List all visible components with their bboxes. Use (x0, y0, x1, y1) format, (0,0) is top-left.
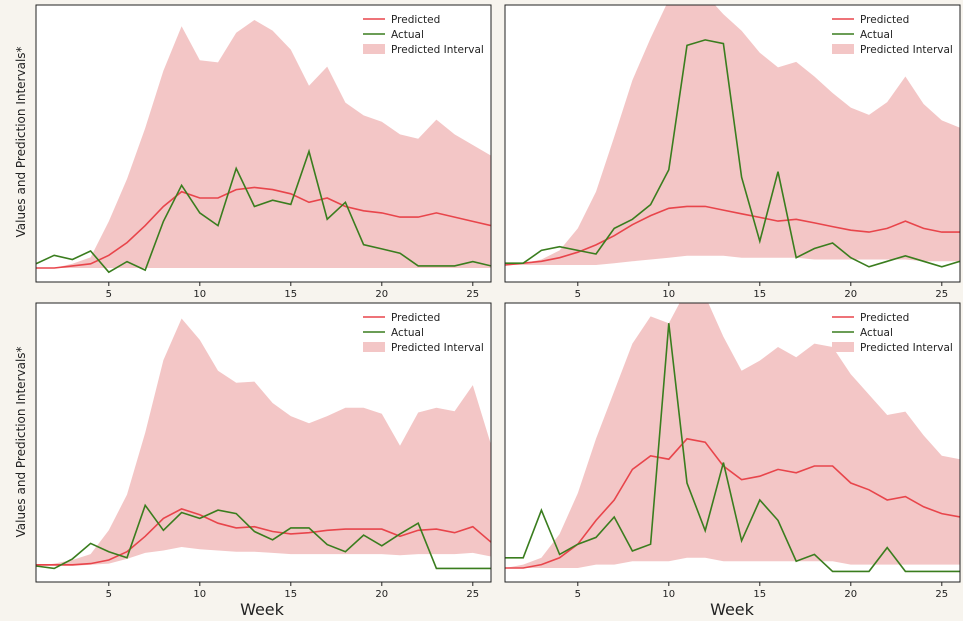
legend-interval-label: Predicted Interval (391, 44, 484, 56)
x-tick-label: 15 (753, 589, 766, 600)
subplot-top-right: 5 10 15 20 25 Predicted Actual Predicted Interv… (504, 4, 961, 300)
x-tick-label: 25 (935, 289, 948, 300)
x-tick-label: 5 (106, 589, 112, 600)
x-tick-label: 10 (662, 289, 675, 300)
actual-series-line (505, 323, 960, 573)
x-tick-label: 5 (575, 589, 581, 600)
x-tick-label: 5 (575, 289, 581, 300)
legend-actual-label: Actual (391, 327, 424, 339)
x-tick-label: 5 (106, 289, 112, 300)
x-tick-label: 20 (844, 589, 857, 600)
legend-actual-label: Actual (391, 29, 424, 41)
actual-series-line (36, 148, 491, 274)
subplot-bottom-right: 5 10 15 20 25 Predicted Actual Predicted Interv… (504, 302, 961, 600)
x-tick-label: 25 (466, 289, 479, 300)
x-tick-label: 25 (466, 589, 479, 600)
plot-content (505, 5, 960, 268)
prediction-interval-band (36, 318, 491, 566)
plot-content (36, 318, 491, 570)
prediction-interval-band (36, 20, 491, 268)
subplot-top-left: 5 10 15 20 25 Predicted Actual Predicted Interv… (35, 4, 492, 300)
legend-predicted-label: Predicted (391, 14, 440, 26)
actual-series-line (505, 39, 960, 268)
x-axis-label-right: Week (710, 600, 755, 619)
actual-series-line (36, 503, 491, 570)
x-tick-label: 10 (662, 589, 675, 600)
x-tick-label: 20 (844, 289, 857, 300)
legend-predicted-label: Predicted (860, 14, 909, 26)
prediction-interval-band (505, 303, 960, 568)
plot-content (505, 303, 960, 573)
x-tick-label: 20 (375, 289, 388, 300)
x-tick-label: 25 (935, 589, 948, 600)
legend-interval-swatch (832, 342, 854, 352)
legend-actual-label: Actual (860, 29, 893, 41)
plot-frame (35, 302, 492, 583)
legend-predicted-label: Predicted (391, 312, 440, 324)
x-tick-label: 10 (193, 589, 206, 600)
y-axis-label-top: Values and Prediction Intervals* (14, 46, 28, 237)
subplot-bottom-left: 5 10 15 20 25 Predicted Actual Predicted Interv… (35, 302, 492, 600)
legend-actual-label: Actual (860, 327, 893, 339)
predicted-series-line (505, 437, 960, 569)
legend-interval-label: Predicted Interval (391, 342, 484, 354)
plot-frame (35, 4, 492, 283)
prediction-interval-band (505, 5, 960, 265)
predicted-series-line (36, 508, 491, 566)
x-tick-label: 15 (753, 289, 766, 300)
x-tick-label: 15 (284, 589, 297, 600)
legend-interval-swatch (832, 44, 854, 54)
y-axis-label-bottom: Values and Prediction Intervals* (14, 346, 28, 537)
plot-frame (504, 302, 961, 583)
predicted-series-line (36, 186, 491, 269)
legend-predicted-label: Predicted (860, 312, 909, 324)
x-axis-label-left: Week (240, 600, 285, 619)
legend-interval-swatch (363, 342, 385, 352)
x-tick-label: 10 (193, 289, 206, 300)
plot-frame (504, 4, 961, 283)
plot-content (36, 20, 491, 274)
x-tick-label: 20 (375, 589, 388, 600)
legend-interval-label: Predicted Interval (860, 342, 953, 354)
legend-interval-swatch (363, 44, 385, 54)
legend-interval-label: Predicted Interval (860, 44, 953, 56)
x-tick-label: 15 (284, 289, 297, 300)
